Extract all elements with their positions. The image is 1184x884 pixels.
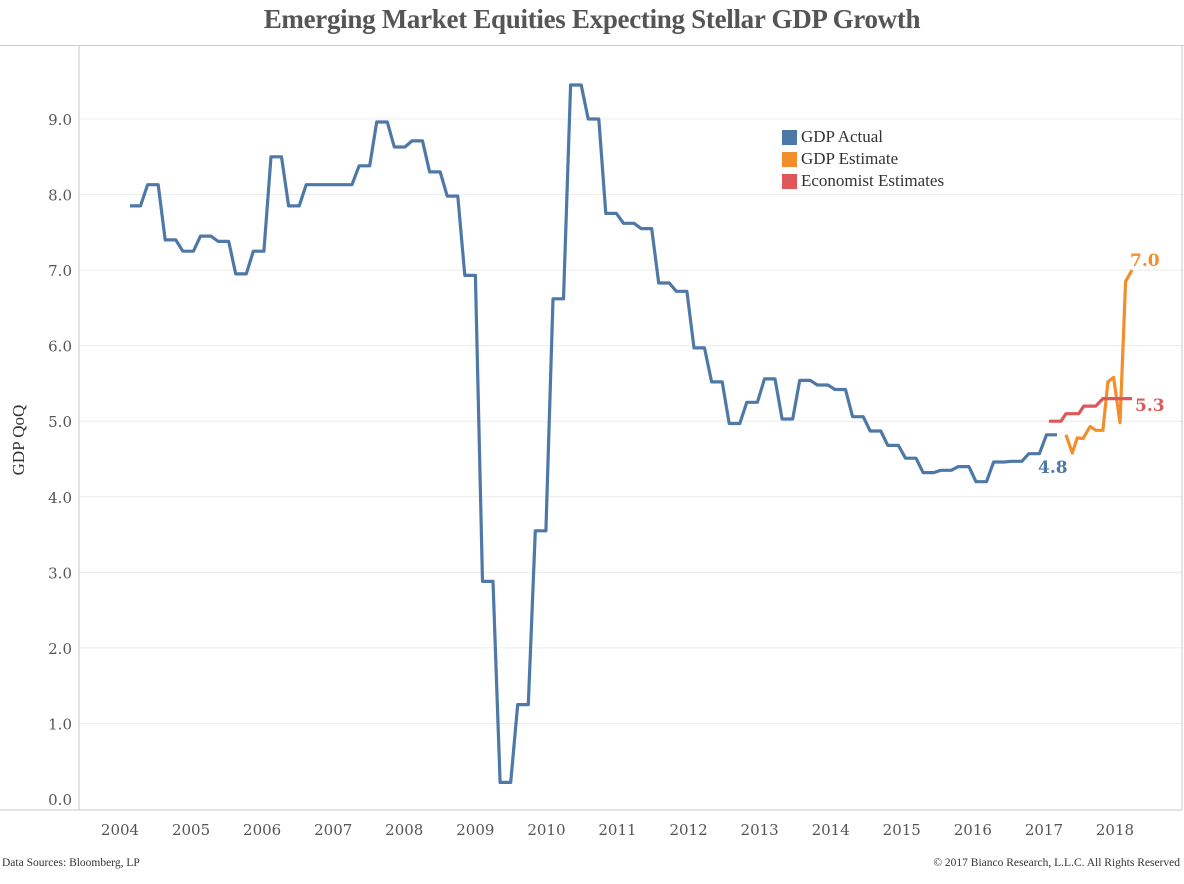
- data-source: Data Sources: Bloomberg, LP: [2, 857, 140, 869]
- end-label-gdp-actual: 4.8: [1038, 458, 1068, 478]
- legend-label: GDP Estimate: [801, 149, 899, 168]
- y-tick-label: 0.0: [48, 791, 72, 809]
- legend-item-gdp-estimate[interactable]: GDP Estimate: [782, 148, 944, 170]
- end-labels: 4.8 7.0 5.3: [1038, 251, 1165, 478]
- x-tick-label: 2016: [954, 821, 992, 839]
- y-tick-labels: 0.0 1.0 2.0 3.0 4.0 5.0 6.0 7.0 8.0 9.0: [48, 111, 72, 809]
- series-lines: [129, 83, 1134, 784]
- x-tick-label: 2012: [669, 821, 707, 839]
- legend-swatch-actual: [782, 129, 797, 145]
- y-tick-label: 2.0: [48, 640, 72, 658]
- end-label-economist: 5.3: [1135, 396, 1165, 416]
- x-tick-label: 2017: [1025, 821, 1063, 839]
- title-divider: [0, 45, 1184, 46]
- y-tick-label: 9.0: [48, 111, 72, 129]
- x-tick-label: 2004: [101, 821, 139, 839]
- y-tick-label: 4.0: [48, 489, 72, 507]
- legend-label: Economist Estimates: [801, 171, 945, 190]
- x-tick-label: 2007: [314, 821, 352, 839]
- series-line-economist-estimates: [1048, 397, 1132, 423]
- x-tick-label: 2015: [883, 821, 921, 839]
- x-tick-label: 2014: [812, 821, 850, 839]
- chart-title: Emerging Market Equities Expecting Stell…: [263, 4, 921, 34]
- y-tick-label: 3.0: [48, 564, 72, 582]
- x-tick-label: 2018: [1096, 821, 1134, 839]
- legend: GDP Actual GDP Estimate Economist Estima…: [782, 126, 944, 192]
- x-tick-label: 2006: [243, 821, 281, 839]
- y-tick-label: 8.0: [48, 187, 72, 205]
- y-tick-label: 6.0: [48, 338, 72, 356]
- copyright: © 2017 Bianco Research, L.L.C. All Right…: [933, 857, 1180, 869]
- legend-item-economist-estimates[interactable]: Economist Estimates: [782, 170, 944, 192]
- axes: [0, 46, 1183, 811]
- x-tick-label: 2011: [598, 821, 636, 839]
- gridlines: [79, 118, 1182, 724]
- x-tick-label: 2005: [172, 821, 210, 839]
- y-tick-label: 7.0: [48, 262, 72, 280]
- x-tick-labels: 2004 2005 2006 2007 2008 2009 2010 2011 2012 2013…: [101, 821, 1134, 839]
- series-line-gdp-actual: [129, 83, 1057, 784]
- x-tick-label: 2009: [456, 821, 494, 839]
- y-axis-label: GDP QoQ: [9, 405, 28, 476]
- legend-label: GDP Actual: [801, 127, 884, 146]
- legend-swatch-economist: [782, 173, 797, 189]
- end-label-gdp-estimate: 7.0: [1130, 251, 1160, 271]
- legend-swatch-estimate: [782, 151, 797, 167]
- series-line-gdp-estimate: [1064, 269, 1134, 455]
- x-tick-label: 2010: [527, 821, 565, 839]
- legend-item-gdp-actual[interactable]: GDP Actual: [782, 126, 944, 148]
- x-tick-label: 2013: [741, 821, 779, 839]
- y-tick-label: 1.0: [48, 715, 72, 733]
- x-tick-label: 2008: [385, 821, 423, 839]
- y-tick-label: 5.0: [48, 413, 72, 431]
